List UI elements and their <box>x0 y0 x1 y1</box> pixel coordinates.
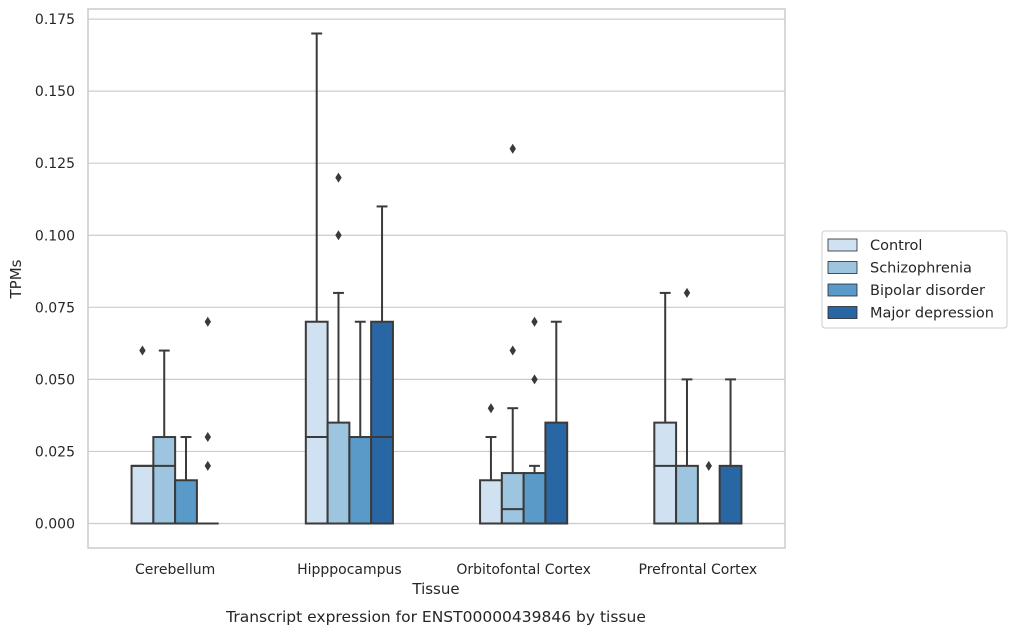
y-tick-label: 0.000 <box>35 517 75 533</box>
box <box>522 472 547 525</box>
box-0-2 <box>174 436 198 525</box>
y-tick-label: 0.075 <box>35 300 75 316</box>
box-2-2 <box>522 316 547 525</box>
box-1-3 <box>370 205 394 525</box>
y-tick-label: 0.100 <box>35 228 75 244</box>
legend-swatch <box>827 306 858 319</box>
box <box>479 479 503 525</box>
box <box>675 464 699 525</box>
outlier-point <box>204 316 211 327</box>
plot-frame <box>87 8 786 549</box>
box-3-1 <box>675 287 699 525</box>
box <box>174 479 198 525</box>
box <box>718 464 743 525</box>
outlier-point <box>509 143 516 154</box>
y-tick-labels: 0.000 0.025 0.050 0.075 0.100 0.125 0.150 0.175 <box>35 12 75 532</box>
box-3-3 <box>718 378 743 525</box>
box-1-0 <box>304 32 329 525</box>
legend-label: Schizophrenia <box>870 261 972 277</box>
box-1-2 <box>348 320 373 525</box>
box <box>653 421 678 525</box>
box-3-0 <box>653 291 678 525</box>
y-tick-label: 0.175 <box>35 12 75 28</box>
box-0-3 <box>196 316 219 525</box>
box-0-1 <box>152 349 177 525</box>
box <box>152 436 177 525</box>
y-axis-title: TPMs <box>7 259 25 299</box>
outlier-point <box>531 316 538 327</box>
box-3-2 <box>697 460 720 525</box>
box <box>544 421 569 525</box>
legend-frame <box>821 230 1008 329</box>
outlier-point <box>335 172 342 183</box>
x-axis-title: Tissue <box>411 580 459 598</box>
y-tick-label: 0.050 <box>35 372 75 388</box>
box <box>500 472 525 525</box>
box <box>348 436 373 525</box>
outlier-point <box>204 432 211 443</box>
legend-label: Bipolar disorder <box>870 283 985 299</box>
box <box>326 421 351 525</box>
box <box>370 320 394 525</box>
legend-label: Major depression <box>870 306 994 322</box>
outlier-point <box>139 345 146 356</box>
box <box>304 320 329 525</box>
box-2-0 <box>479 403 503 525</box>
legend: Control Schizophrenia Bipolar disorder Majo… <box>821 230 1008 329</box>
box-2-3 <box>544 320 569 525</box>
legend-swatch <box>827 283 858 297</box>
outlier-point <box>335 230 342 241</box>
box-1-1 <box>326 172 351 525</box>
outlier-point <box>509 345 516 356</box>
chart-caption: Transcript expression for ENST0000043984… <box>225 608 646 626</box>
y-tick-label: 0.025 <box>35 444 75 460</box>
y-tick-label: 0.150 <box>35 84 75 100</box>
grid-lines <box>88 18 785 525</box>
outlier-point <box>487 403 495 414</box>
x-tick-label: Prefrontal Cortex <box>639 562 758 578</box>
legend-label: Control <box>870 238 922 254</box>
legend-swatch <box>827 261 858 274</box>
outlier-point <box>705 460 712 471</box>
x-tick-labels: Cerebellum Hipppocampus Orbitofontal Corte… <box>135 562 757 578</box>
box-2-1 <box>500 143 525 525</box>
outlier-point <box>683 287 691 298</box>
x-tick-label: Orbitofontal Cortex <box>456 562 591 578</box>
legend-swatch <box>827 238 858 252</box>
outlier-point <box>204 460 211 471</box>
y-tick-label: 0.125 <box>35 156 75 172</box>
box <box>130 464 155 525</box>
box-0-0 <box>130 345 155 525</box>
box-plots <box>130 32 743 525</box>
x-tick-label: Cerebellum <box>135 562 215 578</box>
x-tick-label: Hipppocampus <box>297 562 402 578</box>
outlier-point <box>531 374 538 385</box>
